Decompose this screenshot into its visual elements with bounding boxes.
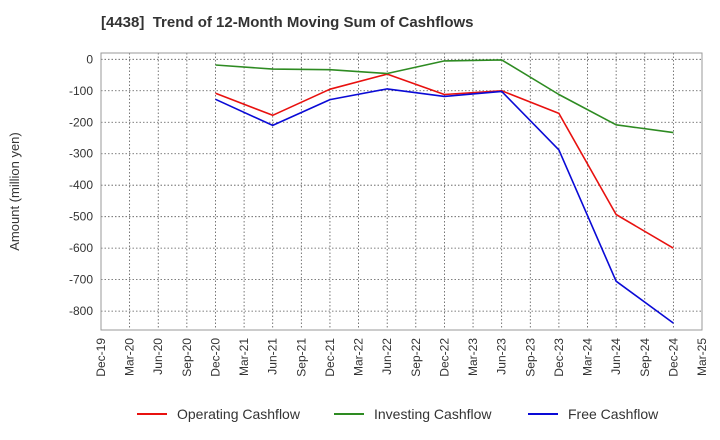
chart-title: [4438] Trend of 12-Month Moving Sum of C… <box>101 14 474 31</box>
legend-label: Free Cashflow <box>568 406 659 422</box>
x-tick-label: Mar-23 <box>466 338 480 376</box>
x-tick-label: Sep-20 <box>180 338 194 377</box>
x-tick-label: Mar-21 <box>237 338 251 376</box>
plot-frame <box>100 52 703 331</box>
x-axis-ticks: Dec-19 Mar-20 Jun-20 Sep-20 Dec-20 Mar-21 Jun-… <box>94 338 709 377</box>
series-lines <box>215 59 674 324</box>
y-tick-label: -500 <box>69 210 93 224</box>
y-axis-label: Amount (million yen) <box>7 132 22 251</box>
y-tick-label: 0 <box>86 52 93 66</box>
x-tick-label: Dec-20 <box>208 338 222 377</box>
legend-label: Operating Cashflow <box>177 406 301 422</box>
x-tick-label: Mar-22 <box>352 338 366 376</box>
x-tick-label: Jun-22 <box>380 338 394 375</box>
x-tick-label: Dec-21 <box>323 338 337 377</box>
x-tick-label: Dec-19 <box>94 338 108 377</box>
x-tick-label: Mar-24 <box>581 338 595 376</box>
x-tick-label: Jun-23 <box>495 338 509 375</box>
x-tick-label: Jun-24 <box>609 338 623 375</box>
series-line <box>215 73 674 249</box>
y-tick-label: -300 <box>69 147 93 161</box>
x-tick-label: Sep-23 <box>523 338 537 377</box>
y-tick-label: -700 <box>69 273 93 287</box>
y-tick-label: -800 <box>69 304 93 318</box>
series-line <box>215 59 674 134</box>
x-tick-label: Dec-23 <box>552 338 566 377</box>
x-tick-label: Jun-20 <box>151 338 165 375</box>
y-tick-label: -400 <box>69 178 93 192</box>
y-axis-ticks: 0 -100 -200 -300 -400 -500 -600 -700 -800 <box>69 52 93 318</box>
x-tick-label: Jun-21 <box>266 338 280 375</box>
x-tick-label: Dec-22 <box>437 338 451 377</box>
y-tick-label: -200 <box>69 115 93 129</box>
y-tick-label: -600 <box>69 241 93 255</box>
x-tick-label: Sep-22 <box>409 338 423 377</box>
x-tick-label: Mar-25 <box>695 338 709 376</box>
x-tick-label: Dec-24 <box>666 338 680 377</box>
grid-lines <box>100 53 703 330</box>
x-tick-label: Mar-20 <box>123 338 137 376</box>
x-tick-label: Sep-24 <box>638 338 652 377</box>
series-line <box>215 88 674 324</box>
legend-label: Investing Cashflow <box>374 406 492 422</box>
y-tick-label: -100 <box>69 84 93 98</box>
x-tick-label: Sep-21 <box>294 338 308 377</box>
legend: Operating Cashflow Investing Cashflow Free… <box>137 406 659 422</box>
